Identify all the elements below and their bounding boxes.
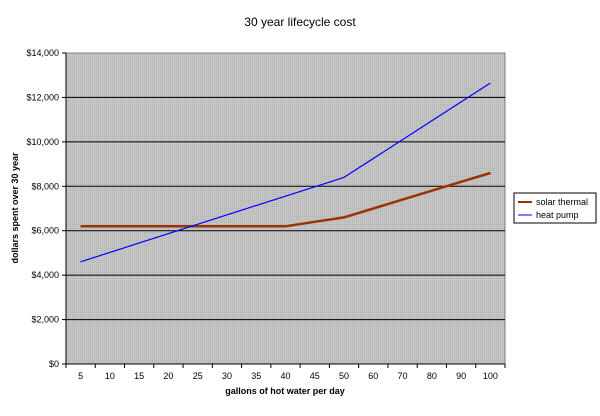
x-tick-label: 60 bbox=[368, 371, 378, 381]
x-axis-title: gallons of hot water per day bbox=[225, 386, 345, 396]
x-tick-label: 100 bbox=[483, 371, 498, 381]
y-tick-label: $0 bbox=[49, 359, 59, 369]
y-tick-label: $6,000 bbox=[31, 226, 59, 236]
x-tick-label: 50 bbox=[339, 371, 349, 381]
legend-label-solar-thermal: solar thermal bbox=[536, 197, 588, 207]
legend-label-heat-pump: heat pump bbox=[536, 210, 579, 220]
y-axis-title: dollars spent over 30 year bbox=[10, 152, 20, 264]
x-tick-label: 45 bbox=[310, 371, 320, 381]
y-tick-label: $2,000 bbox=[31, 315, 59, 325]
y-axis: $0 $2,000 $4,000 $6,000 $8,000 $10,000 $12,000… bbox=[26, 48, 67, 369]
series-lines bbox=[80, 82, 491, 263]
x-tick-label: 40 bbox=[280, 371, 290, 381]
y-tick-label: $12,000 bbox=[26, 92, 59, 102]
legend: solar thermal heat pump bbox=[513, 192, 597, 224]
y-tick-label: $8,000 bbox=[31, 181, 59, 191]
x-tick-label: 35 bbox=[251, 371, 261, 381]
legend-box bbox=[513, 192, 597, 224]
x-tick-label: 90 bbox=[456, 371, 466, 381]
x-tick-label: 5 bbox=[78, 371, 83, 381]
y-tick-label: $14,000 bbox=[26, 48, 59, 58]
x-tick-label: 25 bbox=[193, 371, 203, 381]
y-tick-label: $10,000 bbox=[26, 137, 59, 147]
series-line-heat-pump bbox=[80, 82, 491, 263]
x-tick-label: 15 bbox=[134, 371, 144, 381]
x-tick-label: 10 bbox=[105, 371, 115, 381]
gridlines bbox=[66, 96, 505, 321]
x-axis: 5 10 15 20 25 30 35 40 45 50 60 70 80 90 100 bbox=[65, 363, 506, 381]
chart-title: 30 year lifecycle cost bbox=[244, 15, 356, 29]
plot-area bbox=[65, 52, 506, 365]
x-tick-label: 80 bbox=[427, 371, 437, 381]
x-tick-label: 20 bbox=[163, 371, 173, 381]
series-line-solar-thermal bbox=[80, 171, 491, 228]
y-tick-label: $4,000 bbox=[31, 270, 59, 280]
x-tick-label: 70 bbox=[398, 371, 408, 381]
x-tick-label: 30 bbox=[222, 371, 232, 381]
